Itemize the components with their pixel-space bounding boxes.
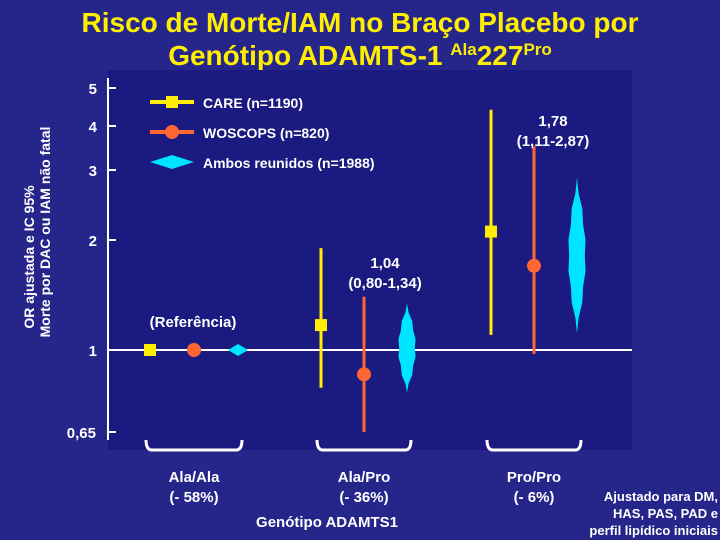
y-tick-label: 0,65 — [67, 425, 96, 442]
plot-area — [108, 70, 632, 450]
ala-pro-label-line-1: (- 36%) — [339, 489, 388, 506]
title-line-2-prefix: Genótipo ADAMTS-1 — [168, 40, 451, 71]
title-line-2-mid: 227 — [476, 40, 524, 71]
y-tick-label: 4 — [89, 119, 98, 136]
annotation-0-line-0: 1,04 — [370, 255, 400, 272]
pro-pro-brace — [485, 439, 583, 452]
pro-pro-care-point — [485, 225, 497, 238]
annotation-2-line-0: (Referência) — [150, 314, 237, 331]
chart-title: Risco de Morte/IAM no Braço Placebo por … — [0, 6, 720, 72]
legend-marker-woscops — [165, 125, 179, 139]
pro-pro-pooled-ci-diamond — [568, 177, 586, 334]
ala-ala-care-point — [144, 344, 156, 356]
ala-ala-pooled-point — [228, 344, 248, 356]
pro-pro-label-line-0: Pro/Pro — [507, 469, 561, 486]
note-line-3: perfil lipídico iniciais — [589, 523, 718, 538]
y-axis-label-line-2: Morte por DAC ou IAM não fatal — [37, 127, 53, 338]
pro-pro-label-line-1: (- 6%) — [514, 489, 555, 506]
legend-marker-pooled — [150, 155, 194, 169]
title-sup-pro: Pro — [523, 40, 552, 59]
legend-label-care: CARE (n=1190) — [203, 95, 303, 111]
ala-pro-care-point — [315, 319, 327, 332]
y-tick-label: 2 — [89, 233, 97, 250]
legend-marker-care — [166, 96, 178, 108]
title-line-1: Risco de Morte/IAM no Braço Placebo por — [81, 7, 639, 38]
ala-ala-brace — [144, 439, 244, 452]
adjustment-note: Ajustado para DM, HAS, PAS, PAD e perfil… — [548, 488, 718, 539]
y-axis-label-line-1: OR ajustada e IC 95% — [21, 185, 37, 329]
legend-label-woscops: WOSCOPS (n=820) — [203, 125, 329, 141]
y-tick-label: 3 — [89, 163, 97, 180]
ala-pro-label-line-0: Ala/Pro — [338, 469, 391, 486]
ala-pro-woscops-point — [357, 367, 371, 382]
y-tick-label: 5 — [89, 81, 97, 98]
note-line-1: Ajustado para DM, — [603, 489, 718, 504]
ala-ala-label-line-0: Ala/Ala — [169, 469, 221, 486]
title-sup-ala: Ala — [450, 40, 477, 59]
ala-pro-pooled-ci-diamond — [398, 303, 416, 393]
pro-pro-woscops-point — [527, 258, 541, 273]
ala-ala-woscops-point — [187, 343, 201, 357]
annotation-1-line-0: 1,78 — [538, 113, 567, 130]
ala-pro-brace — [315, 439, 413, 452]
title-line-2: Genótipo ADAMTS-1 Ala227Pro — [0, 39, 720, 72]
y-tick-label: 1 — [89, 343, 97, 360]
note-line-2: HAS, PAS, PAD e — [613, 506, 718, 521]
x-axis-label: Genótipo ADAMTS1 — [256, 514, 398, 531]
annotation-0-line-1: (0,80-1,34) — [348, 275, 421, 292]
ala-ala-label-line-1: (- 58%) — [169, 489, 218, 506]
annotation-1-line-1: (1,11-2,87) — [517, 133, 590, 150]
legend-label-pooled: Ambos reunidos (n=1988) — [203, 155, 375, 171]
